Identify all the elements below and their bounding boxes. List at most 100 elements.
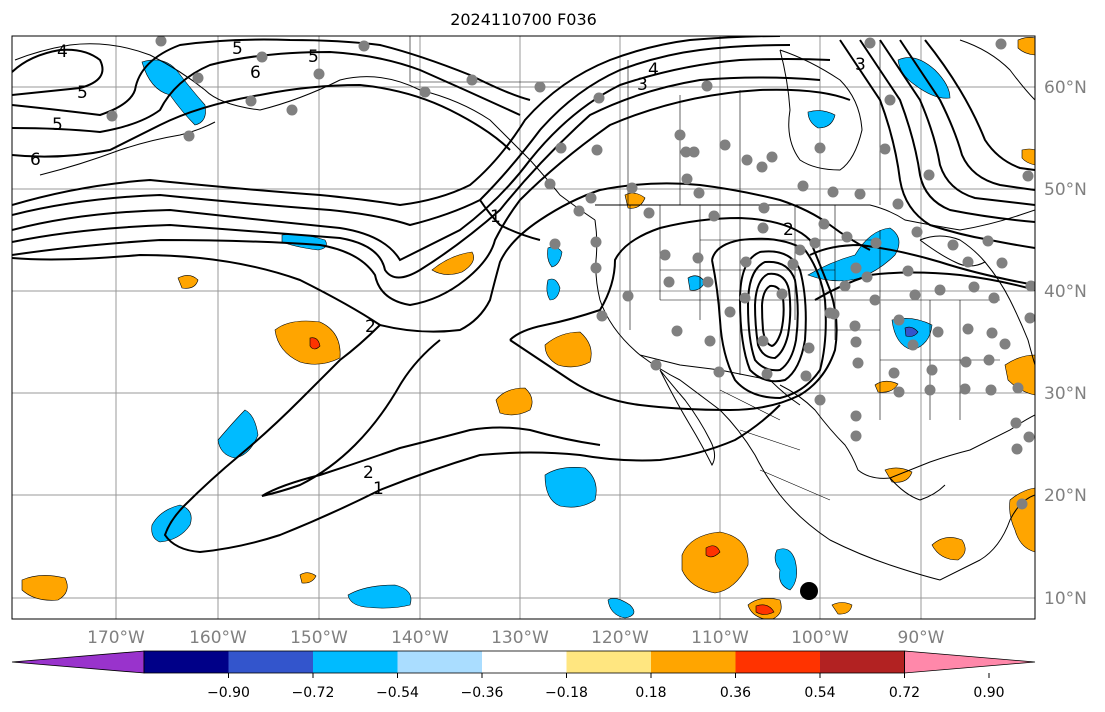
colorbar-segment: [144, 651, 229, 673]
station-dot: [803, 342, 815, 354]
longitude-label: 170°W: [87, 628, 145, 648]
contour-1-tail: [261, 339, 601, 497]
neg-shade-hudson: [807, 110, 836, 129]
station-dot: [758, 202, 770, 214]
station-dot: [593, 92, 605, 104]
alaska-coast: [14, 43, 596, 221]
colorbar-segment: [651, 651, 736, 673]
station-dot: [999, 338, 1011, 350]
contour-label: 3: [637, 75, 648, 95]
pos-shade-16: [299, 572, 317, 584]
station-dot: [680, 146, 692, 158]
latitude-label: 30°N: [1044, 384, 1087, 404]
station-dot: [766, 151, 778, 163]
neg-shade-mid: [904, 326, 919, 337]
station-dot: [827, 186, 839, 198]
contour-lines: [12, 36, 1035, 554]
colorbar-tick-label: −0.90: [207, 685, 250, 701]
pos-shade-10: [931, 537, 966, 561]
colorbar-tick-label: 0.54: [804, 685, 835, 701]
greenland-area: [959, 39, 1035, 101]
colorbar-tick-label: 0.36: [720, 685, 751, 701]
contour-jet-3: [12, 58, 831, 262]
station-dot: [776, 288, 788, 300]
station-dot: [879, 143, 891, 155]
station-dot: [585, 192, 597, 204]
colorbar-tick-label: −0.36: [461, 685, 504, 701]
station-dot: [839, 280, 851, 292]
colorbar-segment: [228, 651, 314, 673]
contour-2: [12, 182, 871, 333]
contour-low-outer: [711, 237, 827, 400]
contour-label: 2: [783, 220, 794, 240]
latitude-label: 50°N: [1044, 180, 1087, 200]
pos-shade-18: [1021, 148, 1035, 166]
contour-jet-1: [12, 36, 781, 207]
station-dot: [692, 252, 704, 264]
station-dot: [740, 256, 752, 268]
latitude-label: 20°N: [1044, 486, 1087, 506]
colorbar-tick-label: 0.18: [635, 685, 666, 701]
station-dot: [192, 72, 204, 84]
contour-ne-4: [899, 39, 1035, 191]
station-dot: [926, 364, 938, 376]
station-dot: [245, 95, 257, 107]
contour-label: 6: [30, 150, 41, 170]
latitude-label: 40°N: [1044, 282, 1087, 302]
station-dot: [596, 310, 608, 322]
station-dot: [797, 180, 809, 192]
contour-arctic-3: [12, 50, 521, 134]
colorbar-outline: [143, 650, 905, 674]
station-dot: [544, 178, 556, 190]
colorbar-tick-label: 0.90: [973, 685, 1004, 701]
station-dot: [183, 130, 195, 142]
longitude-label: 150°W: [290, 628, 348, 648]
station-dot: [986, 327, 998, 339]
station-dot: [106, 110, 118, 122]
contour-low-1: [739, 250, 807, 383]
station-dot: [681, 173, 693, 185]
hudson-bay: [779, 49, 863, 171]
station-dot: [466, 74, 478, 86]
pos-shade-15: [874, 380, 899, 393]
station-dot: [962, 256, 974, 268]
station-dot: [713, 366, 725, 378]
station-dot: [800, 370, 812, 382]
colorbar-tick-label: −0.18: [545, 685, 588, 701]
station-dot: [850, 336, 862, 348]
pos-shade-5: [177, 275, 199, 289]
station-dot: [909, 289, 921, 301]
station-dot: [286, 104, 298, 116]
station-dot: [549, 238, 561, 250]
station-dot: [590, 236, 602, 248]
station-dot: [1022, 170, 1034, 182]
baja: [659, 369, 716, 467]
station-dot: [893, 386, 905, 398]
colorbar-tick-labels: −0.90 −0.72 −0.54 −0.36 −0.18 0.18 0.36 0.54 0.7…: [207, 673, 1005, 701]
colorbar-segment: [820, 651, 905, 673]
contour-1: [479, 199, 541, 241]
station-dot: [724, 306, 736, 318]
station-dot: [907, 339, 919, 351]
station-dot: [814, 394, 826, 406]
station-dot: [704, 335, 716, 347]
neg-shade-pacific-5: [347, 584, 412, 609]
station-dot: [852, 357, 864, 369]
contour-label: 5: [52, 115, 63, 135]
colorbar-tick-label: 0.72: [889, 685, 920, 701]
station-dot: [861, 271, 873, 283]
station-dot: [947, 239, 959, 251]
station-dot: [739, 292, 751, 304]
contour-label: 2: [363, 463, 374, 483]
station-dot: [849, 320, 861, 332]
station-dot: [573, 205, 585, 217]
pos-shade-1: [274, 320, 341, 365]
colorbar-segment: [482, 651, 567, 673]
station-dot: [590, 262, 602, 274]
station-dot: [892, 198, 904, 210]
contour-label: 6: [250, 63, 261, 83]
contour-low-4: [761, 284, 785, 348]
contour-arctic-1: [12, 48, 104, 96]
contour-2-tail: [163, 324, 781, 554]
colorbar-extend-high: [904, 650, 1036, 674]
